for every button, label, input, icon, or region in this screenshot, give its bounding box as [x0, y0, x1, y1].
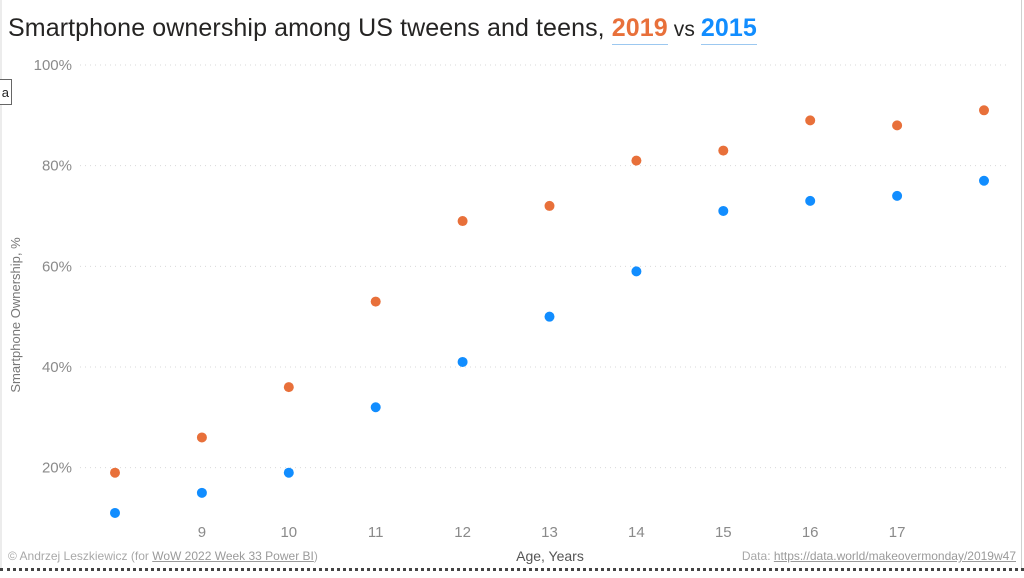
data-point-2019[interactable]: [631, 155, 642, 166]
data-point-2015[interactable]: [196, 487, 207, 498]
y-tick-label: 20%: [42, 460, 72, 477]
title-prefix: Smartphone ownership among US tweens and…: [8, 14, 612, 42]
x-tick-label: 9: [198, 524, 206, 541]
data-point-2019[interactable]: [370, 296, 381, 307]
y-axis-label: Smartphone Ownership, %: [8, 237, 23, 393]
x-axis-label: Age, Years: [516, 548, 584, 564]
data-point-2015[interactable]: [370, 402, 381, 413]
data-point-2019[interactable]: [283, 382, 294, 393]
title-vs: vs: [667, 18, 701, 41]
data-point-2019[interactable]: [110, 467, 120, 478]
data-point-2015[interactable]: [283, 467, 294, 478]
data-point-2019[interactable]: [979, 105, 989, 116]
y-tick-label: 80%: [42, 158, 72, 175]
legend-year-2015[interactable]: 2015: [700, 14, 757, 45]
gridlines: [80, 64, 1010, 469]
y-tick-label: 100%: [34, 57, 72, 74]
series-2019: [110, 105, 989, 478]
data-source-footer: Data: https://data.world/makeovermonday/…: [742, 549, 1016, 563]
left-border: [0, 0, 2, 568]
data-point-2019[interactable]: [544, 200, 555, 211]
bottom-dotted-border: [0, 568, 1024, 571]
x-tick-label: 17: [889, 524, 906, 541]
y-tick-label: 60%: [42, 258, 72, 275]
data-point-2019[interactable]: [457, 216, 468, 227]
credit-suffix: ): [313, 549, 318, 563]
data-point-2015[interactable]: [544, 311, 555, 322]
data-point-2019[interactable]: [892, 120, 903, 131]
x-tick-label: 16: [802, 524, 819, 541]
clipped-tooltip: a: [0, 79, 12, 105]
y-tick-label: 40%: [42, 359, 72, 376]
data-point-2019[interactable]: [718, 145, 729, 156]
right-border: [1021, 0, 1022, 568]
y-axis-ticks: 20% 40% 60% 80% 100%: [34, 57, 72, 477]
data-point-2015[interactable]: [457, 356, 468, 367]
data-point-2019[interactable]: [196, 432, 207, 443]
credit-prefix: © Andrzej Leszkiewicz (for: [8, 549, 153, 563]
x-tick-label: 10: [280, 524, 297, 541]
data-point-2015[interactable]: [892, 190, 903, 201]
x-tick-label: 12: [454, 524, 471, 541]
chart-title: Smartphone ownership among US tweens and…: [8, 14, 757, 45]
data-point-2015[interactable]: [979, 175, 989, 186]
data-point-2015[interactable]: [631, 266, 642, 277]
credit-footer: © Andrzej Leszkiewicz (for WoW 2022 Week…: [8, 549, 318, 563]
credit-link[interactable]: WoW 2022 Week 33 Power BI: [152, 549, 314, 563]
legend-year-2019[interactable]: 2019: [611, 14, 668, 45]
x-tick-label: 15: [715, 524, 732, 541]
x-tick-label: 13: [541, 524, 558, 541]
data-point-2015[interactable]: [718, 205, 729, 216]
x-tick-label: 14: [628, 524, 645, 541]
data-prefix: Data:: [741, 549, 774, 563]
x-axis-ticks: 9 10 11 12 13 14 15 16 17: [198, 524, 906, 541]
data-points: [110, 105, 989, 518]
data-source-link[interactable]: https://data.world/makeovermonday/2019w4…: [773, 549, 1016, 563]
series-2015: [110, 175, 989, 518]
x-tick-label: 11: [368, 524, 384, 541]
data-point-2015[interactable]: [110, 507, 120, 518]
data-point-2019[interactable]: [805, 115, 816, 126]
data-point-2015[interactable]: [805, 195, 816, 206]
